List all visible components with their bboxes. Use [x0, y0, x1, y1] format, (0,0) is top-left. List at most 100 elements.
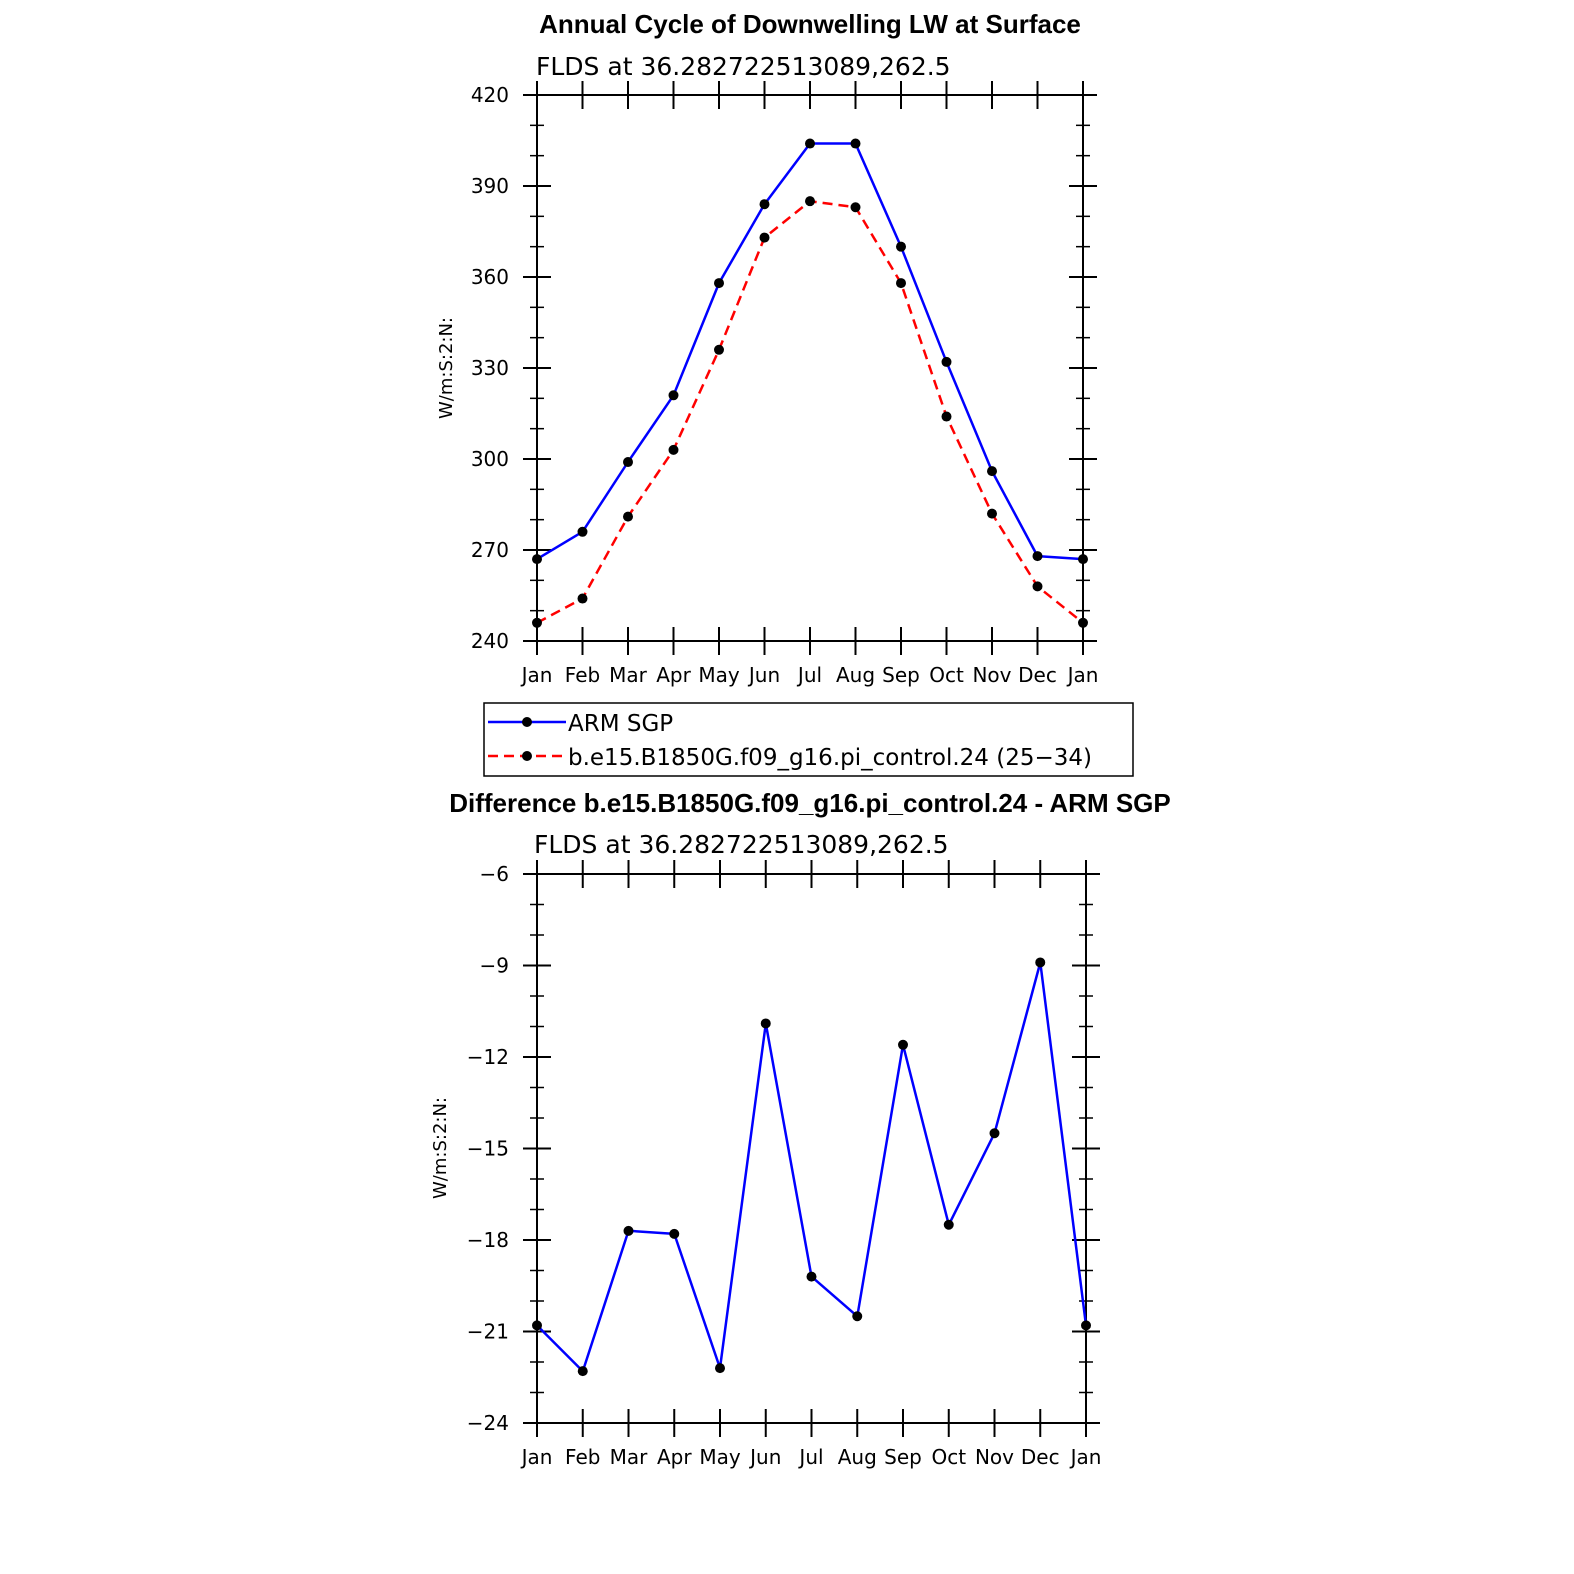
data-point — [760, 1018, 771, 1029]
y-tick-label: 390 — [471, 174, 509, 198]
x-tick-label: Mar — [610, 1445, 649, 1469]
legend-marker-arm-sgp — [522, 717, 532, 727]
x-tick-label: Jun — [748, 1445, 781, 1469]
data-point — [532, 617, 542, 628]
data-point — [1035, 957, 1046, 968]
legend: ARM SGP b.e15.B1850G.f09_g16.pi_control.… — [483, 702, 1134, 777]
data-point — [805, 138, 815, 149]
legend-label-arm-sgp: ARM SGP — [568, 711, 673, 737]
data-point — [1078, 617, 1088, 628]
legend-label-model: b.e15.B1850G.f09_g16.pi_control.24 (25−3… — [568, 745, 1092, 771]
data-point — [759, 232, 770, 243]
y-tick-label: −6 — [480, 862, 509, 886]
y-tick-label: 360 — [471, 265, 509, 289]
data-point — [532, 554, 542, 565]
x-tick-label: Oct — [931, 1445, 966, 1469]
x-tick-label: Nov — [975, 1445, 1014, 1469]
data-point — [941, 411, 952, 422]
y-tick-label: 300 — [471, 447, 509, 471]
data-point — [805, 196, 815, 207]
data-point — [987, 466, 997, 477]
difference-chart: Difference b.e15.B1850G.f09_g16.pi_contr… — [430, 788, 1171, 1469]
axes: Jan Feb Mar Apr May Jun Jul Aug Sep Oct Nov Dec Jan−… — [467, 860, 1102, 1469]
legend-box — [483, 702, 1134, 777]
plot-frame — [536, 94, 1084, 642]
data-point — [715, 1363, 725, 1374]
series-marks — [532, 957, 1091, 1377]
x-tick-label: Nov — [972, 663, 1011, 687]
data-point — [623, 1225, 634, 1236]
x-tick-label: Aug — [836, 663, 875, 687]
data-point — [577, 593, 588, 604]
x-tick-label: Jan — [1069, 1445, 1102, 1469]
data-point — [989, 1128, 1000, 1139]
x-tick-label: Feb — [565, 1445, 600, 1469]
data-point — [896, 278, 906, 289]
plot-frame — [536, 873, 1087, 1424]
data-point — [941, 356, 952, 367]
y-tick-label: 240 — [471, 629, 509, 653]
x-tick-label: Jan — [520, 1445, 553, 1469]
chart-subtitle: FLDS at 36.282722513089,262.5 — [536, 52, 951, 81]
x-tick-label: Dec — [1018, 663, 1057, 687]
y-tick-label: −18 — [467, 1228, 509, 1252]
y-tick-label: 330 — [471, 356, 509, 380]
series-line — [536, 199, 1084, 624]
x-tick-label: Sep — [882, 663, 920, 687]
data-point — [806, 1271, 817, 1282]
x-tick-label: Oct — [929, 663, 964, 687]
x-tick-label: Feb — [565, 663, 600, 687]
chart-title: Difference b.e15.B1850G.f09_g16.pi_contr… — [449, 788, 1171, 818]
axes: Jan Feb Mar Apr May Jun Jul Aug Sep Oct Nov Dec Jan 2… — [471, 81, 1099, 687]
series-line — [536, 961, 1088, 1373]
y-tick-label: −12 — [467, 1045, 509, 1069]
data-point — [898, 1039, 908, 1050]
data-point — [896, 241, 906, 252]
x-tick-label: Apr — [656, 663, 691, 687]
x-tick-label: Apr — [657, 1445, 692, 1469]
data-point — [987, 508, 997, 519]
chart-subtitle: FLDS at 36.282722513089,262.5 — [534, 830, 949, 859]
x-tick-label: Aug — [838, 1445, 877, 1469]
y-tick-label: 270 — [471, 538, 509, 562]
chart-title: Annual Cycle of Downwelling LW at Surfac… — [539, 9, 1081, 39]
annual-cycle-chart: Annual Cycle of Downwelling LW at Surfac… — [436, 9, 1098, 687]
data-point — [714, 344, 724, 355]
y-axis-label: W/m:S:2:N: — [436, 317, 457, 419]
data-point — [1032, 581, 1043, 592]
series-marks — [532, 138, 1088, 628]
data-point — [943, 1219, 954, 1230]
legend-marker-model — [522, 751, 532, 761]
data-point — [577, 526, 588, 537]
data-point — [850, 202, 861, 213]
x-tick-label: Jul — [797, 1445, 823, 1469]
y-tick-label: −9 — [480, 954, 509, 978]
x-tick-label: Jul — [796, 663, 822, 687]
y-axis-label: W/m:S:2:N: — [430, 1097, 451, 1199]
y-tick-label: 420 — [471, 83, 509, 107]
data-point — [668, 444, 679, 455]
x-tick-label: Jan — [520, 663, 553, 687]
data-point — [669, 1228, 680, 1239]
x-tick-label: Dec — [1021, 1445, 1060, 1469]
x-tick-label: Mar — [609, 663, 648, 687]
x-tick-label: Jan — [1066, 663, 1099, 687]
data-point — [623, 457, 633, 468]
data-point — [850, 138, 861, 149]
data-point — [714, 278, 724, 289]
y-tick-label: −24 — [467, 1411, 509, 1435]
x-tick-label: May — [698, 663, 740, 687]
data-point — [668, 390, 679, 401]
data-point — [852, 1311, 863, 1322]
data-point — [623, 511, 633, 522]
data-point — [532, 1320, 542, 1331]
data-point — [1032, 551, 1043, 562]
data-point — [577, 1366, 588, 1377]
data-point — [759, 199, 770, 210]
y-tick-label: −15 — [467, 1137, 509, 1161]
x-tick-label: Jun — [747, 663, 780, 687]
x-tick-label: Sep — [884, 1445, 922, 1469]
data-point — [1081, 1320, 1091, 1331]
x-tick-label: May — [699, 1445, 741, 1469]
